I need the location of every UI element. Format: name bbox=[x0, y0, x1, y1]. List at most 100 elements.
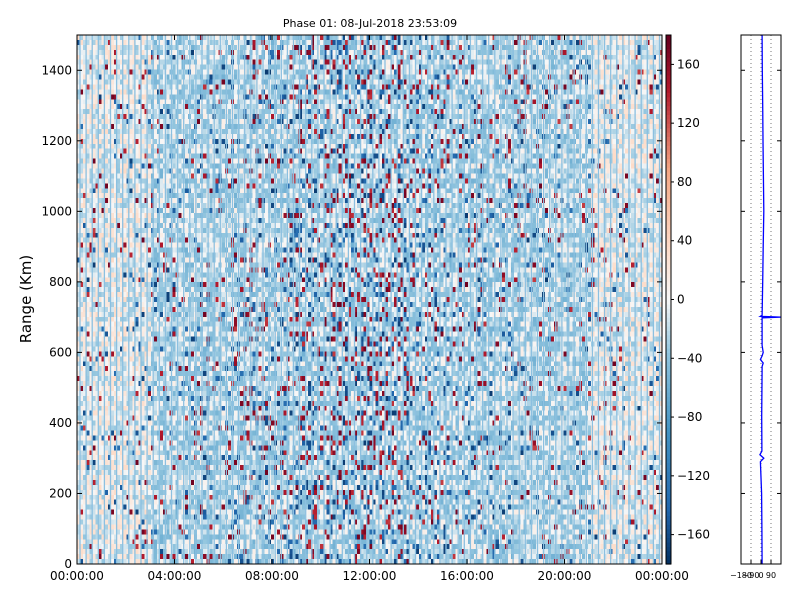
colorbar-band bbox=[666, 550, 671, 556]
colorbar-band bbox=[666, 431, 671, 437]
colorbar-band bbox=[666, 246, 671, 252]
colorbar-band bbox=[666, 528, 671, 534]
colorbar-band bbox=[666, 171, 671, 177]
colorbar-band bbox=[666, 140, 671, 146]
colorbar-band bbox=[666, 440, 671, 446]
colorbar-band bbox=[666, 220, 671, 226]
colorbar-band bbox=[666, 224, 671, 230]
x-tick-label: 00:00:00 bbox=[50, 569, 104, 583]
colorbar-band bbox=[666, 356, 671, 362]
colorbar-band bbox=[666, 493, 671, 499]
x-tick-label: 16:00:00 bbox=[440, 569, 494, 583]
colorbar-band bbox=[666, 334, 671, 340]
colorbar-tick-label: −40 bbox=[677, 351, 702, 365]
colorbar-band bbox=[666, 511, 671, 517]
colorbar-band bbox=[666, 237, 671, 243]
colorbar-tick-label: 40 bbox=[677, 234, 692, 248]
colorbar-band bbox=[666, 131, 671, 137]
y-tick-label: 1200 bbox=[41, 134, 72, 148]
colorbar-band bbox=[666, 193, 671, 199]
colorbar-band bbox=[666, 480, 671, 486]
colorbar-band bbox=[666, 57, 671, 63]
y-axis-label: Range (Km) bbox=[17, 255, 35, 343]
colorbar-band bbox=[666, 453, 671, 459]
colorbar-band bbox=[666, 255, 671, 261]
colorbar-band bbox=[666, 449, 671, 455]
y-tick-label: 0 bbox=[64, 557, 72, 571]
colorbar-band bbox=[666, 308, 671, 314]
y-tick-label: 200 bbox=[49, 486, 72, 500]
colorbar-band bbox=[666, 427, 671, 433]
colorbar-tick-label: 160 bbox=[677, 57, 700, 71]
colorbar-band bbox=[666, 277, 671, 283]
colorbar-tick-label: 80 bbox=[677, 175, 692, 189]
colorbar-band bbox=[666, 330, 671, 336]
colorbar-band bbox=[666, 303, 671, 309]
colorbar-band bbox=[666, 467, 671, 473]
colorbar-band bbox=[666, 325, 671, 331]
colorbar-band bbox=[666, 87, 671, 93]
colorbar-band bbox=[666, 61, 671, 67]
colorbar-band bbox=[666, 211, 671, 217]
colorbar-band bbox=[666, 167, 671, 173]
colorbar-band bbox=[666, 215, 671, 221]
x-tick-label: 04:00:00 bbox=[148, 569, 202, 583]
side-x-tick-label: 0 bbox=[758, 571, 763, 580]
colorbar-band bbox=[666, 74, 671, 80]
colorbar-band bbox=[666, 198, 671, 204]
colorbar-band bbox=[666, 281, 671, 287]
colorbar-band bbox=[666, 436, 671, 442]
side-series-line bbox=[758, 34, 782, 565]
colorbar-band bbox=[666, 422, 671, 428]
colorbar-band bbox=[666, 400, 671, 406]
colorbar-band bbox=[666, 418, 671, 424]
colorbar-band bbox=[666, 145, 671, 151]
colorbar-band bbox=[666, 374, 671, 380]
colorbar-band bbox=[666, 109, 671, 115]
colorbar-band bbox=[666, 462, 671, 468]
colorbar-band bbox=[666, 502, 671, 508]
colorbar-band bbox=[666, 414, 671, 420]
colorbar-band bbox=[666, 387, 671, 393]
colorbar-band bbox=[666, 559, 671, 565]
side-x-tick-label: −180 bbox=[730, 571, 752, 580]
colorbar-band bbox=[666, 444, 671, 450]
side-x-tick-label: 90 bbox=[766, 571, 776, 580]
y-tick-label: 400 bbox=[49, 416, 72, 430]
colorbar-band bbox=[666, 101, 671, 107]
y-tick-label: 600 bbox=[49, 345, 72, 359]
colorbar-band bbox=[666, 370, 671, 376]
colorbar-band bbox=[666, 206, 671, 212]
colorbar-tick-label: −120 bbox=[677, 469, 710, 483]
colorbar-band bbox=[666, 537, 671, 543]
colorbar-band bbox=[666, 365, 671, 371]
colorbar-band bbox=[666, 361, 671, 367]
colorbar-band bbox=[666, 317, 671, 323]
colorbar-band bbox=[666, 541, 671, 547]
colorbar-band bbox=[666, 105, 671, 111]
x-tick-label: 00:00:00 bbox=[635, 569, 689, 583]
colorbar-band bbox=[666, 43, 671, 49]
colorbar-band bbox=[666, 339, 671, 345]
colorbar-band bbox=[666, 475, 671, 481]
colorbar-band bbox=[666, 158, 671, 164]
colorbar-band bbox=[666, 202, 671, 208]
colorbar-band bbox=[666, 352, 671, 358]
colorbar-band bbox=[666, 233, 671, 239]
x-tick-label: 20:00:00 bbox=[538, 569, 592, 583]
colorbar-band bbox=[666, 96, 671, 102]
colorbar-band bbox=[666, 35, 671, 41]
y-tick-label: 1000 bbox=[41, 204, 72, 218]
y-tick-label: 1400 bbox=[41, 63, 72, 77]
colorbar-band bbox=[666, 184, 671, 190]
colorbar-band bbox=[666, 127, 671, 133]
colorbar-band bbox=[666, 378, 671, 384]
x-tick-label: 12:00:00 bbox=[343, 569, 397, 583]
colorbar-band bbox=[666, 396, 671, 402]
colorbar-band bbox=[666, 519, 671, 525]
colorbar-band bbox=[666, 264, 671, 270]
colorbar-band bbox=[666, 65, 671, 71]
colorbar-band bbox=[666, 515, 671, 521]
